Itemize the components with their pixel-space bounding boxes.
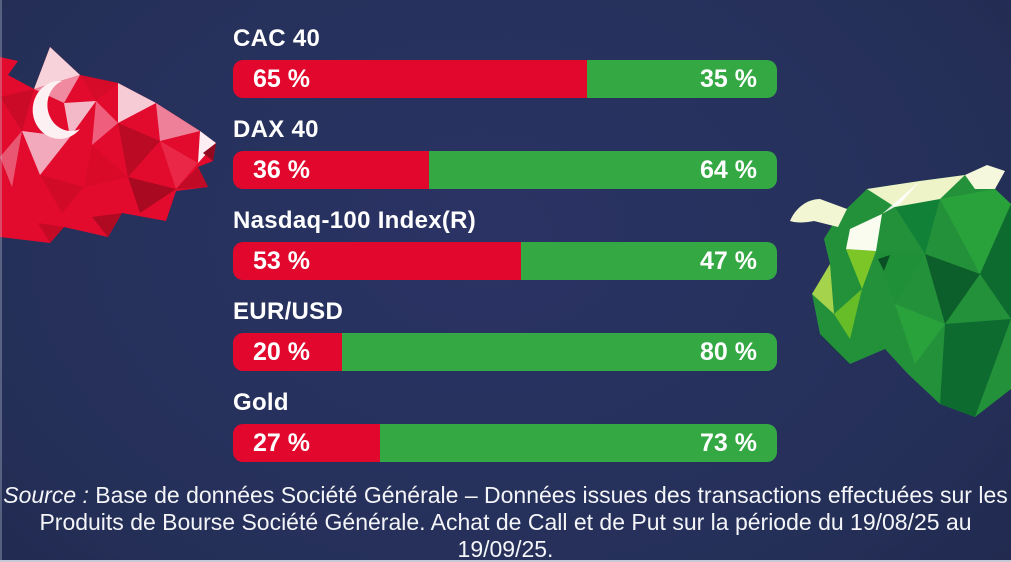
source-line-1: Source : Base de données Société Général… bbox=[0, 482, 1011, 509]
put-value: 20 % bbox=[253, 337, 310, 366]
source-note: Source : Base de données Société Général… bbox=[0, 482, 1011, 562]
sentiment-bar: 53 % 47 % bbox=[233, 242, 777, 280]
market-label: Nasdaq-100 Index(R) bbox=[233, 207, 477, 234]
put-segment: 65 % bbox=[233, 60, 587, 98]
sentiment-bar: 27 % 73 % bbox=[233, 424, 777, 462]
market-row: EUR/USD 20 % 80 % bbox=[233, 297, 777, 371]
call-segment: 47 % bbox=[521, 242, 777, 280]
sentiment-bar: 65 % 35 % bbox=[233, 60, 777, 98]
source-label: Source : bbox=[3, 482, 89, 508]
call-segment: 73 % bbox=[379, 424, 777, 462]
bottom-edge-divider bbox=[0, 560, 1011, 562]
source-line-2: Produits de Bourse Société Générale. Ach… bbox=[39, 509, 972, 562]
call-segment: 64 % bbox=[428, 151, 777, 189]
put-value: 27 % bbox=[253, 428, 310, 457]
call-value: 80 % bbox=[700, 337, 757, 366]
put-segment: 20 % bbox=[233, 333, 342, 371]
sentiment-bar: 36 % 64 % bbox=[233, 151, 777, 189]
put-value: 36 % bbox=[253, 155, 310, 184]
call-value: 64 % bbox=[700, 155, 757, 184]
sentiment-bar: 20 % 80 % bbox=[233, 333, 777, 371]
market-row: Gold 27 % 73 % bbox=[233, 388, 777, 462]
market-row: Nasdaq-100 Index(R) 53 % 47 % bbox=[233, 206, 777, 280]
market-label: DAX 40 bbox=[233, 116, 319, 143]
put-value: 65 % bbox=[253, 64, 310, 93]
bear-icon bbox=[0, 47, 216, 243]
put-segment: 53 % bbox=[233, 242, 522, 280]
bars-list: CAC 40 65 % 35 % DAX 40 36 % 64 % Nasdaq-100 I… bbox=[233, 24, 777, 462]
left-edge-divider bbox=[0, 0, 2, 562]
call-value: 73 % bbox=[700, 428, 757, 457]
source-line-1-text: Base de données Société Générale – Donné… bbox=[88, 482, 1008, 508]
call-segment: 35 % bbox=[586, 60, 777, 98]
put-segment: 27 % bbox=[233, 424, 380, 462]
market-label: Gold bbox=[233, 389, 289, 416]
bull-icon bbox=[790, 165, 1011, 417]
sentiment-chart: CAC 40 65 % 35 % DAX 40 36 % 64 % Nasdaq-100 I… bbox=[233, 24, 777, 479]
market-row: CAC 40 65 % 35 % bbox=[233, 24, 777, 98]
call-segment: 80 % bbox=[341, 333, 777, 371]
market-label: EUR/USD bbox=[233, 298, 344, 325]
put-segment: 36 % bbox=[233, 151, 429, 189]
call-value: 47 % bbox=[700, 246, 757, 275]
put-value: 53 % bbox=[253, 246, 310, 275]
market-label: CAC 40 bbox=[233, 25, 321, 52]
call-value: 35 % bbox=[700, 64, 757, 93]
market-row: DAX 40 36 % 64 % bbox=[233, 115, 777, 189]
